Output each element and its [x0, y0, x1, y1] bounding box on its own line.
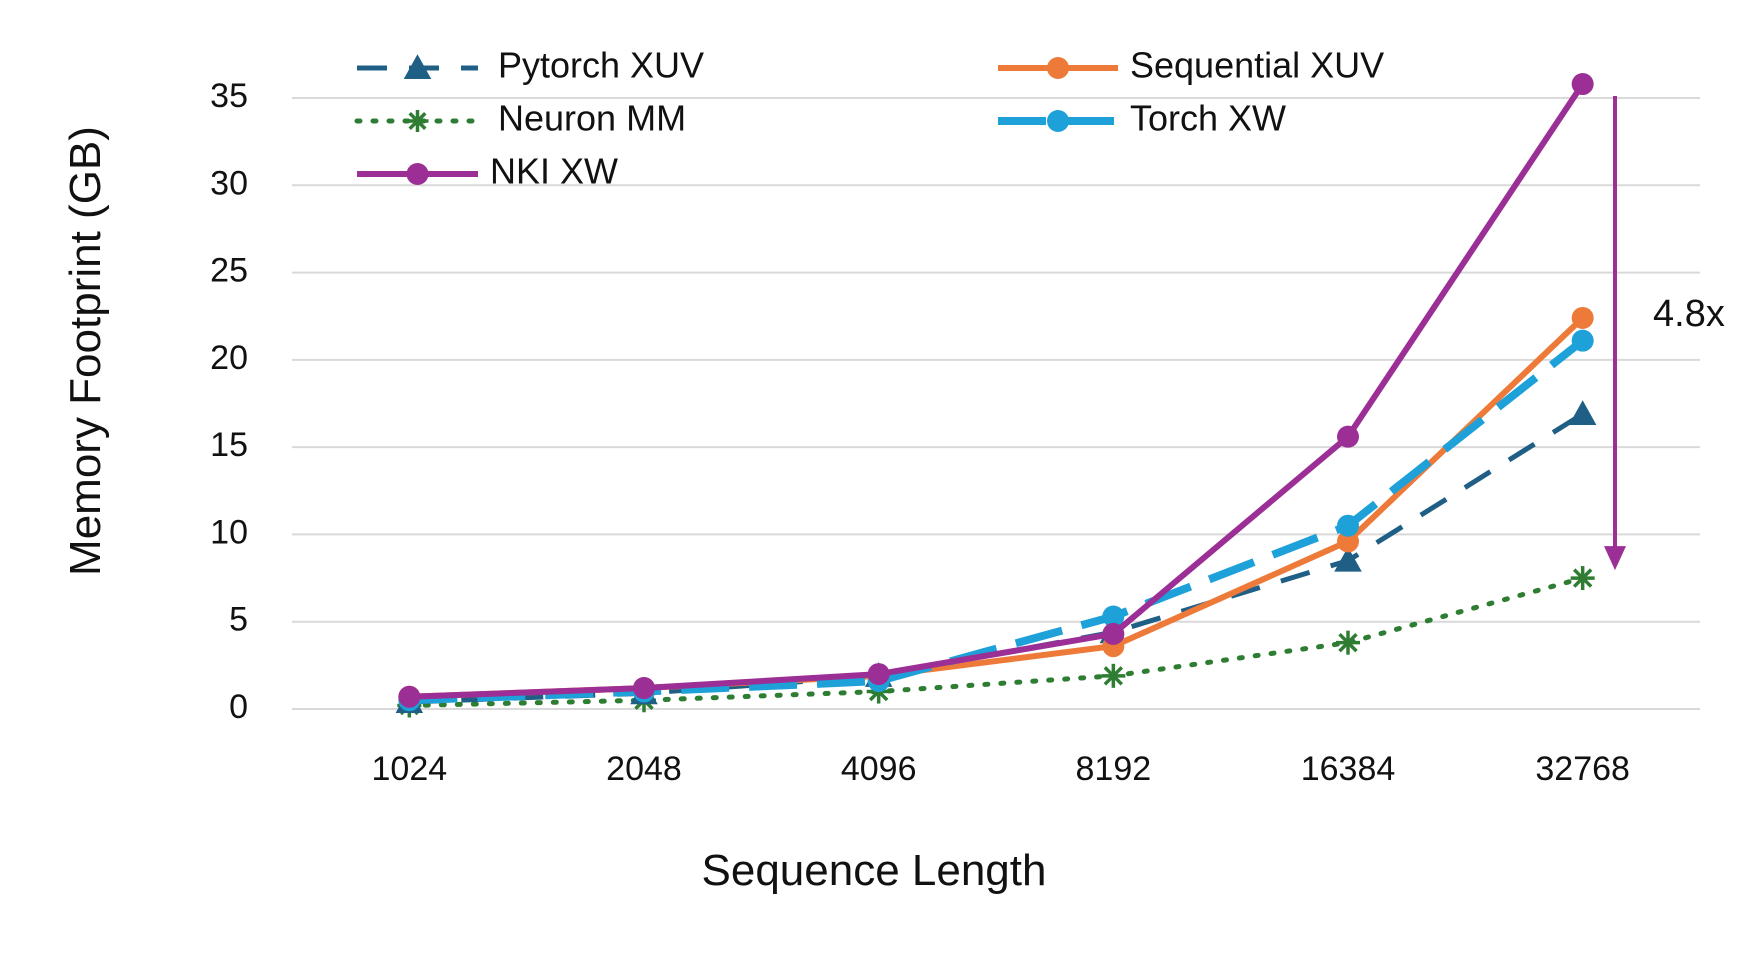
series-line-sequential-xuv: [409, 315, 1585, 700]
legend: Pytorch XUV Neuron MM NKI XW Sequential XUV…: [354, 45, 1384, 192]
y-tick-label: 15: [210, 426, 248, 464]
series-line-neuron-mm: [406, 575, 1586, 709]
data-point-sequential-xuv: [1337, 530, 1359, 553]
data-point-nki-xw: [1337, 425, 1359, 448]
asterisk-stroke: [1338, 632, 1358, 653]
data-point-neuron-mm: [1570, 566, 1595, 591]
series-line-torch-xw: [409, 337, 1586, 705]
y-tick-label: 10: [210, 513, 248, 551]
x-tick-label: 1024: [372, 750, 448, 788]
legend-item-pytorch-xuv: Pytorch XUV: [357, 45, 704, 86]
grid-lines: [292, 97, 1700, 710]
data-point-torch-xw: [1102, 605, 1125, 628]
x-axis-title: Sequence Length: [702, 846, 1047, 895]
y-axis-title: Memory Footprint (GB): [61, 126, 110, 576]
data-point-neuron-mm: [1101, 663, 1126, 688]
x-tick-label: 32768: [1535, 750, 1630, 788]
legend-item-neuron-mm: Neuron MM: [354, 98, 686, 139]
series-line-nki-xw: [409, 82, 1586, 700]
data-point-pytorch-xuv: [1334, 546, 1362, 572]
x-tick-label: 2048: [606, 750, 682, 788]
y-tick-label: 30: [210, 164, 248, 202]
legend-marker: [1047, 110, 1069, 132]
annotation-label: 4.8x: [1653, 293, 1725, 335]
legend-label: Pytorch XUV: [498, 45, 704, 86]
data-point-nki-xw: [1102, 622, 1125, 645]
data-point-nki-xw: [633, 677, 655, 700]
x-axis-ticks: 1024 2048 4096 8192 16384 32768: [372, 750, 1630, 788]
legend-marker: [1047, 57, 1069, 79]
data-point-pytorch-xuv: [1568, 400, 1597, 425]
x-tick-label: 16384: [1301, 750, 1396, 788]
data-point-nki-xw: [398, 685, 421, 708]
y-tick-label: 0: [229, 688, 248, 726]
legend-marker: [406, 163, 429, 185]
legend-item-torch-xw: Torch XW: [998, 98, 1286, 139]
legend-marker: [403, 54, 432, 79]
asterisk-stroke: [408, 111, 427, 131]
x-tick-label: 4096: [841, 750, 917, 788]
annotation-layer: 4.8x: [1604, 96, 1725, 571]
y-tick-label: 35: [210, 77, 248, 115]
legend-label: Torch XW: [1130, 98, 1286, 139]
series-layer: [395, 73, 1597, 718]
legend-label: Neuron MM: [498, 98, 686, 139]
data-point-nki-xw: [867, 663, 890, 686]
annotation-arrow-head: [1604, 546, 1626, 571]
data-point-torch-xw: [1571, 329, 1594, 352]
y-axis-ticks: 0 5 10 15 20 25 30 35: [210, 77, 248, 726]
asterisk-stroke: [1572, 568, 1593, 588]
y-tick-label: 25: [210, 252, 248, 290]
data-point-torch-xw: [1337, 514, 1359, 537]
legend-item-nki-xw: NKI XW: [357, 151, 618, 192]
x-tick-label: 8192: [1076, 750, 1152, 788]
legend-label: Sequential XUV: [1130, 45, 1384, 86]
y-tick-label: 5: [229, 601, 248, 639]
data-point-neuron-mm: [1336, 630, 1360, 655]
asterisk-stroke: [1103, 666, 1124, 686]
legend-item-sequential-xuv: Sequential XUV: [998, 45, 1384, 86]
data-point-nki-xw: [1571, 73, 1594, 96]
legend-label: NKI XW: [490, 151, 618, 192]
series-nki-xw: [398, 73, 1594, 708]
legend-marker: [406, 110, 429, 132]
data-point-sequential-xuv: [1571, 306, 1594, 329]
y-tick-label: 20: [210, 339, 248, 377]
